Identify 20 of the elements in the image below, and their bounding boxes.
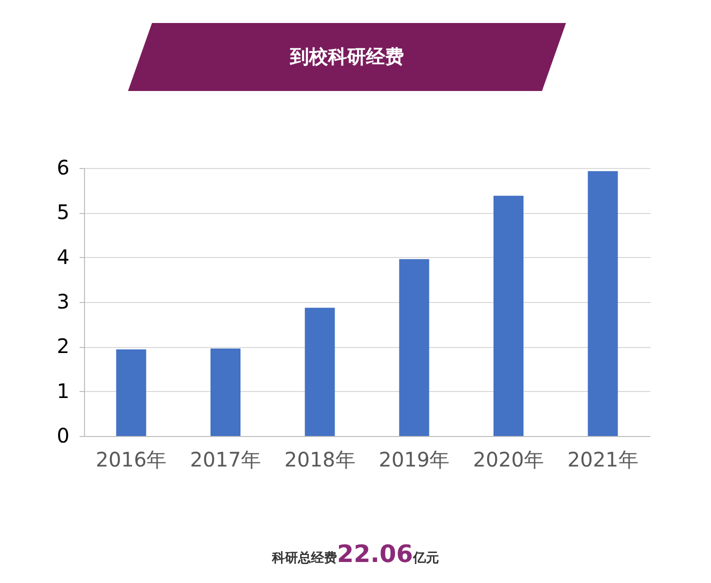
x-tick-label: 2021年 [567, 448, 638, 472]
bar [116, 349, 146, 436]
y-tick-label: 3 [56, 290, 70, 314]
bar [494, 196, 524, 436]
x-tick-label: 2016年 [96, 448, 167, 472]
bar [304, 308, 335, 436]
y-tick-label: 5 [56, 200, 70, 224]
y-tick-label: 6 [56, 156, 70, 180]
y-tick-label: 2 [56, 334, 70, 358]
y-tick-label: 0 [56, 424, 70, 448]
x-tick-label: 2017年 [190, 448, 261, 472]
bar [210, 348, 240, 436]
y-tick-label: 4 [56, 244, 70, 269]
y-tick-label: 1 [56, 378, 70, 403]
bar [588, 171, 618, 436]
text: 科研总经费22.06亿元 [272, 540, 439, 568]
x-tick-label: 2019年 [378, 448, 450, 472]
x-tick-label: 2020年 [473, 448, 544, 472]
x-tick-label: 2018年 [284, 448, 356, 472]
bar [399, 259, 430, 436]
